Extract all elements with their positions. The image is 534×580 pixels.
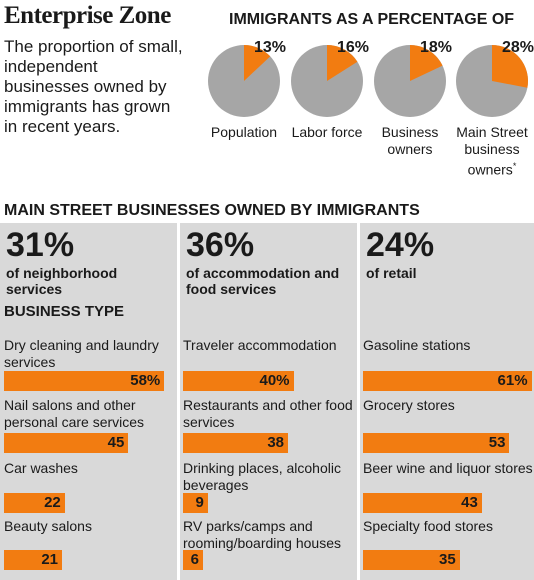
bar: 53 (363, 433, 510, 453)
pie-category-label: Business owners (381, 124, 439, 157)
column-neighborhood-services: 31% of neighborhood services (0, 223, 177, 580)
bar-value-label: 40% (259, 372, 290, 389)
bar-category-label: Drinking places, alcoholic beverages (183, 460, 341, 493)
pie-item: 28% Main Street business owners* (447, 39, 534, 179)
bar-value-label: 61% (497, 372, 528, 389)
bar-category-label: Gasoline stations (363, 337, 471, 353)
bar: 61% (363, 371, 532, 391)
pie-category-label: Labor force (291, 124, 363, 140)
column-subtitle: of retail (366, 265, 417, 281)
bar: 6 (183, 550, 203, 570)
bar-value-label: 9 (195, 494, 204, 511)
pie-item: 18% Business owners (365, 39, 455, 158)
pie-slice (327, 45, 358, 81)
column-percent: 36% (186, 226, 255, 264)
bar: 38 (183, 433, 288, 453)
bar-value-label: 38 (267, 434, 284, 451)
bar-value-label: 35 (439, 551, 456, 568)
intro-text: The proportion of small, independent bus… (4, 37, 183, 136)
bar-category-label: Specialty food stores (363, 518, 493, 534)
column-percent: 31% (6, 226, 75, 264)
bar: 35 (363, 550, 460, 570)
pie-chart (291, 45, 363, 117)
pie-category-label: Population (210, 124, 278, 140)
bar: 58% (4, 371, 165, 391)
bar-category-label: RV parks/camps and rooming/boarding hous… (183, 518, 341, 551)
pie-category-label: Main Street business owners* (456, 124, 528, 178)
bar: 22 (4, 493, 65, 513)
pie-percent-label: 28% (502, 39, 534, 56)
bar: 40% (183, 371, 294, 391)
bar-category-label: Dry cleaning and laundry services (4, 337, 159, 370)
column-subtitle: of accommodation and food services (186, 265, 340, 297)
bar-value-label: 45 (107, 434, 125, 451)
bar-category-label: Grocery stores (363, 397, 455, 413)
pie-percent-label: 13% (254, 39, 287, 56)
column-retail: 24% of retail (360, 223, 534, 580)
page-title: Enterprise Zone (4, 2, 171, 29)
bar-value-label: 43 (461, 494, 478, 511)
pie-chart (456, 45, 528, 117)
bar-category-label: Beauty salons (4, 518, 92, 534)
section-title: MAIN STREET BUSINESSES OWNED BY IMMIGRAN… (4, 202, 420, 219)
bar-category-label: Car washes (4, 460, 78, 476)
pie-slice (244, 45, 271, 81)
bar-value-label: 58% (130, 372, 161, 389)
bar: 9 (183, 493, 208, 513)
pie-chart (208, 45, 280, 117)
bar-category-label: Traveler accommodation (183, 337, 337, 353)
bar-value-label: 22 (44, 494, 61, 511)
bar-category-label: Restaurants and other food services (183, 397, 353, 430)
pie-item: 16% Labor force (282, 39, 372, 141)
bar: 43 (363, 493, 482, 513)
bar-category-label: Beer wine and liquor stores (363, 460, 533, 476)
pie-percent-label: 18% (420, 39, 453, 56)
bar-value-label: 53 (488, 434, 506, 451)
bar-category-label: Nail salons and other personal care serv… (4, 397, 145, 430)
column-subtitle: of neighborhood services (6, 265, 118, 297)
bar: 45 (4, 433, 129, 453)
pies-title: IMMIGRANTS AS A PERCENTAGE OF (229, 11, 515, 28)
pie-item: 13% Population (199, 39, 289, 141)
bar-value-label: 6 (190, 551, 199, 568)
bar: 21 (4, 550, 63, 570)
pie-slice (410, 45, 443, 81)
footnote-marker: * (512, 161, 517, 171)
pie-percent-label: 16% (337, 39, 370, 56)
business-type-label: BUSINESS TYPE (4, 303, 125, 320)
column-accommodation-food: 36% of accommodation and food services (180, 223, 357, 580)
pie-chart (374, 45, 446, 117)
bar-value-label: 21 (41, 551, 59, 568)
column-percent: 24% (366, 226, 435, 264)
pie-slice (492, 45, 528, 88)
